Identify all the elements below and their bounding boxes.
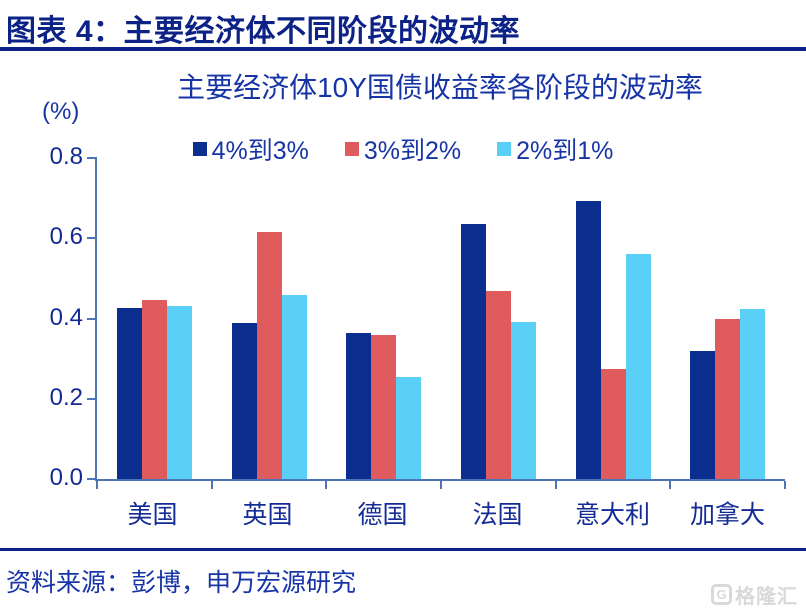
legend-label: 2%到1% bbox=[516, 137, 614, 165]
y-axis-tick-label: 0.8 bbox=[49, 143, 83, 170]
source-note: 资料来源：彭博，申万宏源研究 bbox=[6, 569, 357, 597]
bar bbox=[371, 335, 397, 479]
y-axis-tick-label: 0.2 bbox=[49, 383, 83, 411]
y-axis-tick bbox=[87, 237, 97, 240]
bar bbox=[256, 232, 282, 479]
legend-swatch-icon bbox=[192, 142, 207, 156]
chart-title: 主要经济体10Y国债收益率各阶段的波动率 bbox=[177, 72, 703, 103]
category-label: 法国 bbox=[472, 501, 523, 529]
bar-group-4 bbox=[556, 158, 671, 479]
figure-header-title: 图表 4：主要经济体不同阶段的波动率 bbox=[6, 15, 521, 48]
legend: 4%到3% 3%到2% 2%到1% bbox=[0, 131, 806, 167]
bar bbox=[485, 291, 511, 479]
bar-group-5 bbox=[670, 158, 785, 479]
bar bbox=[396, 376, 422, 479]
y-axis-tick-label: 0.4 bbox=[49, 303, 83, 331]
header-rule bbox=[0, 47, 806, 51]
y-axis-tick-label: 0.6 bbox=[49, 223, 83, 251]
y-axis-tick-label: 0.0 bbox=[49, 464, 83, 491]
bar-group-2 bbox=[326, 158, 441, 479]
legend-swatch-icon bbox=[497, 142, 512, 156]
bar bbox=[346, 332, 372, 479]
category-label: 英国 bbox=[242, 501, 293, 529]
bar bbox=[715, 319, 741, 479]
category-label: 美国 bbox=[127, 501, 178, 529]
category-labels: 美国 英国 德国 法国 意大利 加拿大 bbox=[95, 495, 785, 531]
legend-item-2: 2%到1% bbox=[497, 131, 613, 167]
y-axis-tick bbox=[87, 478, 97, 480]
bar-group-3 bbox=[441, 158, 556, 479]
bar-groups bbox=[97, 158, 785, 479]
y-axis-tick bbox=[87, 157, 97, 159]
legend-label: 3%到2% bbox=[363, 137, 462, 165]
bar bbox=[116, 308, 142, 479]
x-axis-tick bbox=[669, 481, 672, 489]
x-axis-tick bbox=[554, 481, 557, 489]
bar bbox=[510, 321, 536, 479]
legend-swatch-icon bbox=[344, 142, 359, 156]
bar-group-1 bbox=[212, 158, 327, 479]
x-axis-tick bbox=[784, 481, 786, 489]
bar bbox=[281, 294, 307, 479]
logo-text: 格隆汇 bbox=[735, 586, 798, 608]
watermark-logo: G 格隆汇 bbox=[711, 580, 798, 609]
bar bbox=[231, 322, 257, 479]
legend-label: 4%到3% bbox=[211, 137, 309, 165]
bar bbox=[166, 306, 192, 479]
logo-g-icon: G bbox=[711, 584, 732, 605]
bar bbox=[460, 224, 486, 479]
bar bbox=[625, 253, 651, 479]
y-axis-tick bbox=[87, 397, 97, 400]
x-axis-tick bbox=[440, 481, 442, 489]
bar bbox=[600, 369, 626, 479]
legend-item-0: 4%到3% bbox=[192, 131, 309, 167]
x-axis-tick bbox=[96, 481, 98, 489]
bar bbox=[740, 309, 766, 479]
category-label: 意大利 bbox=[574, 501, 650, 529]
x-axis-tick bbox=[210, 481, 213, 489]
legend-item-1: 3%到2% bbox=[344, 131, 462, 167]
bar bbox=[575, 201, 601, 479]
bar bbox=[690, 351, 716, 479]
plot: 0.0 0.2 0.4 0.6 0.8 bbox=[50, 143, 786, 491]
y-axis-tick bbox=[87, 317, 97, 320]
footer-rule bbox=[0, 548, 806, 551]
bar bbox=[141, 299, 167, 479]
category-label: 加拿大 bbox=[689, 501, 765, 529]
bar-group-0 bbox=[97, 158, 212, 479]
y-axis-unit-label: (%) bbox=[42, 98, 80, 125]
category-label: 德国 bbox=[357, 501, 408, 529]
x-axis-tick bbox=[325, 481, 328, 489]
